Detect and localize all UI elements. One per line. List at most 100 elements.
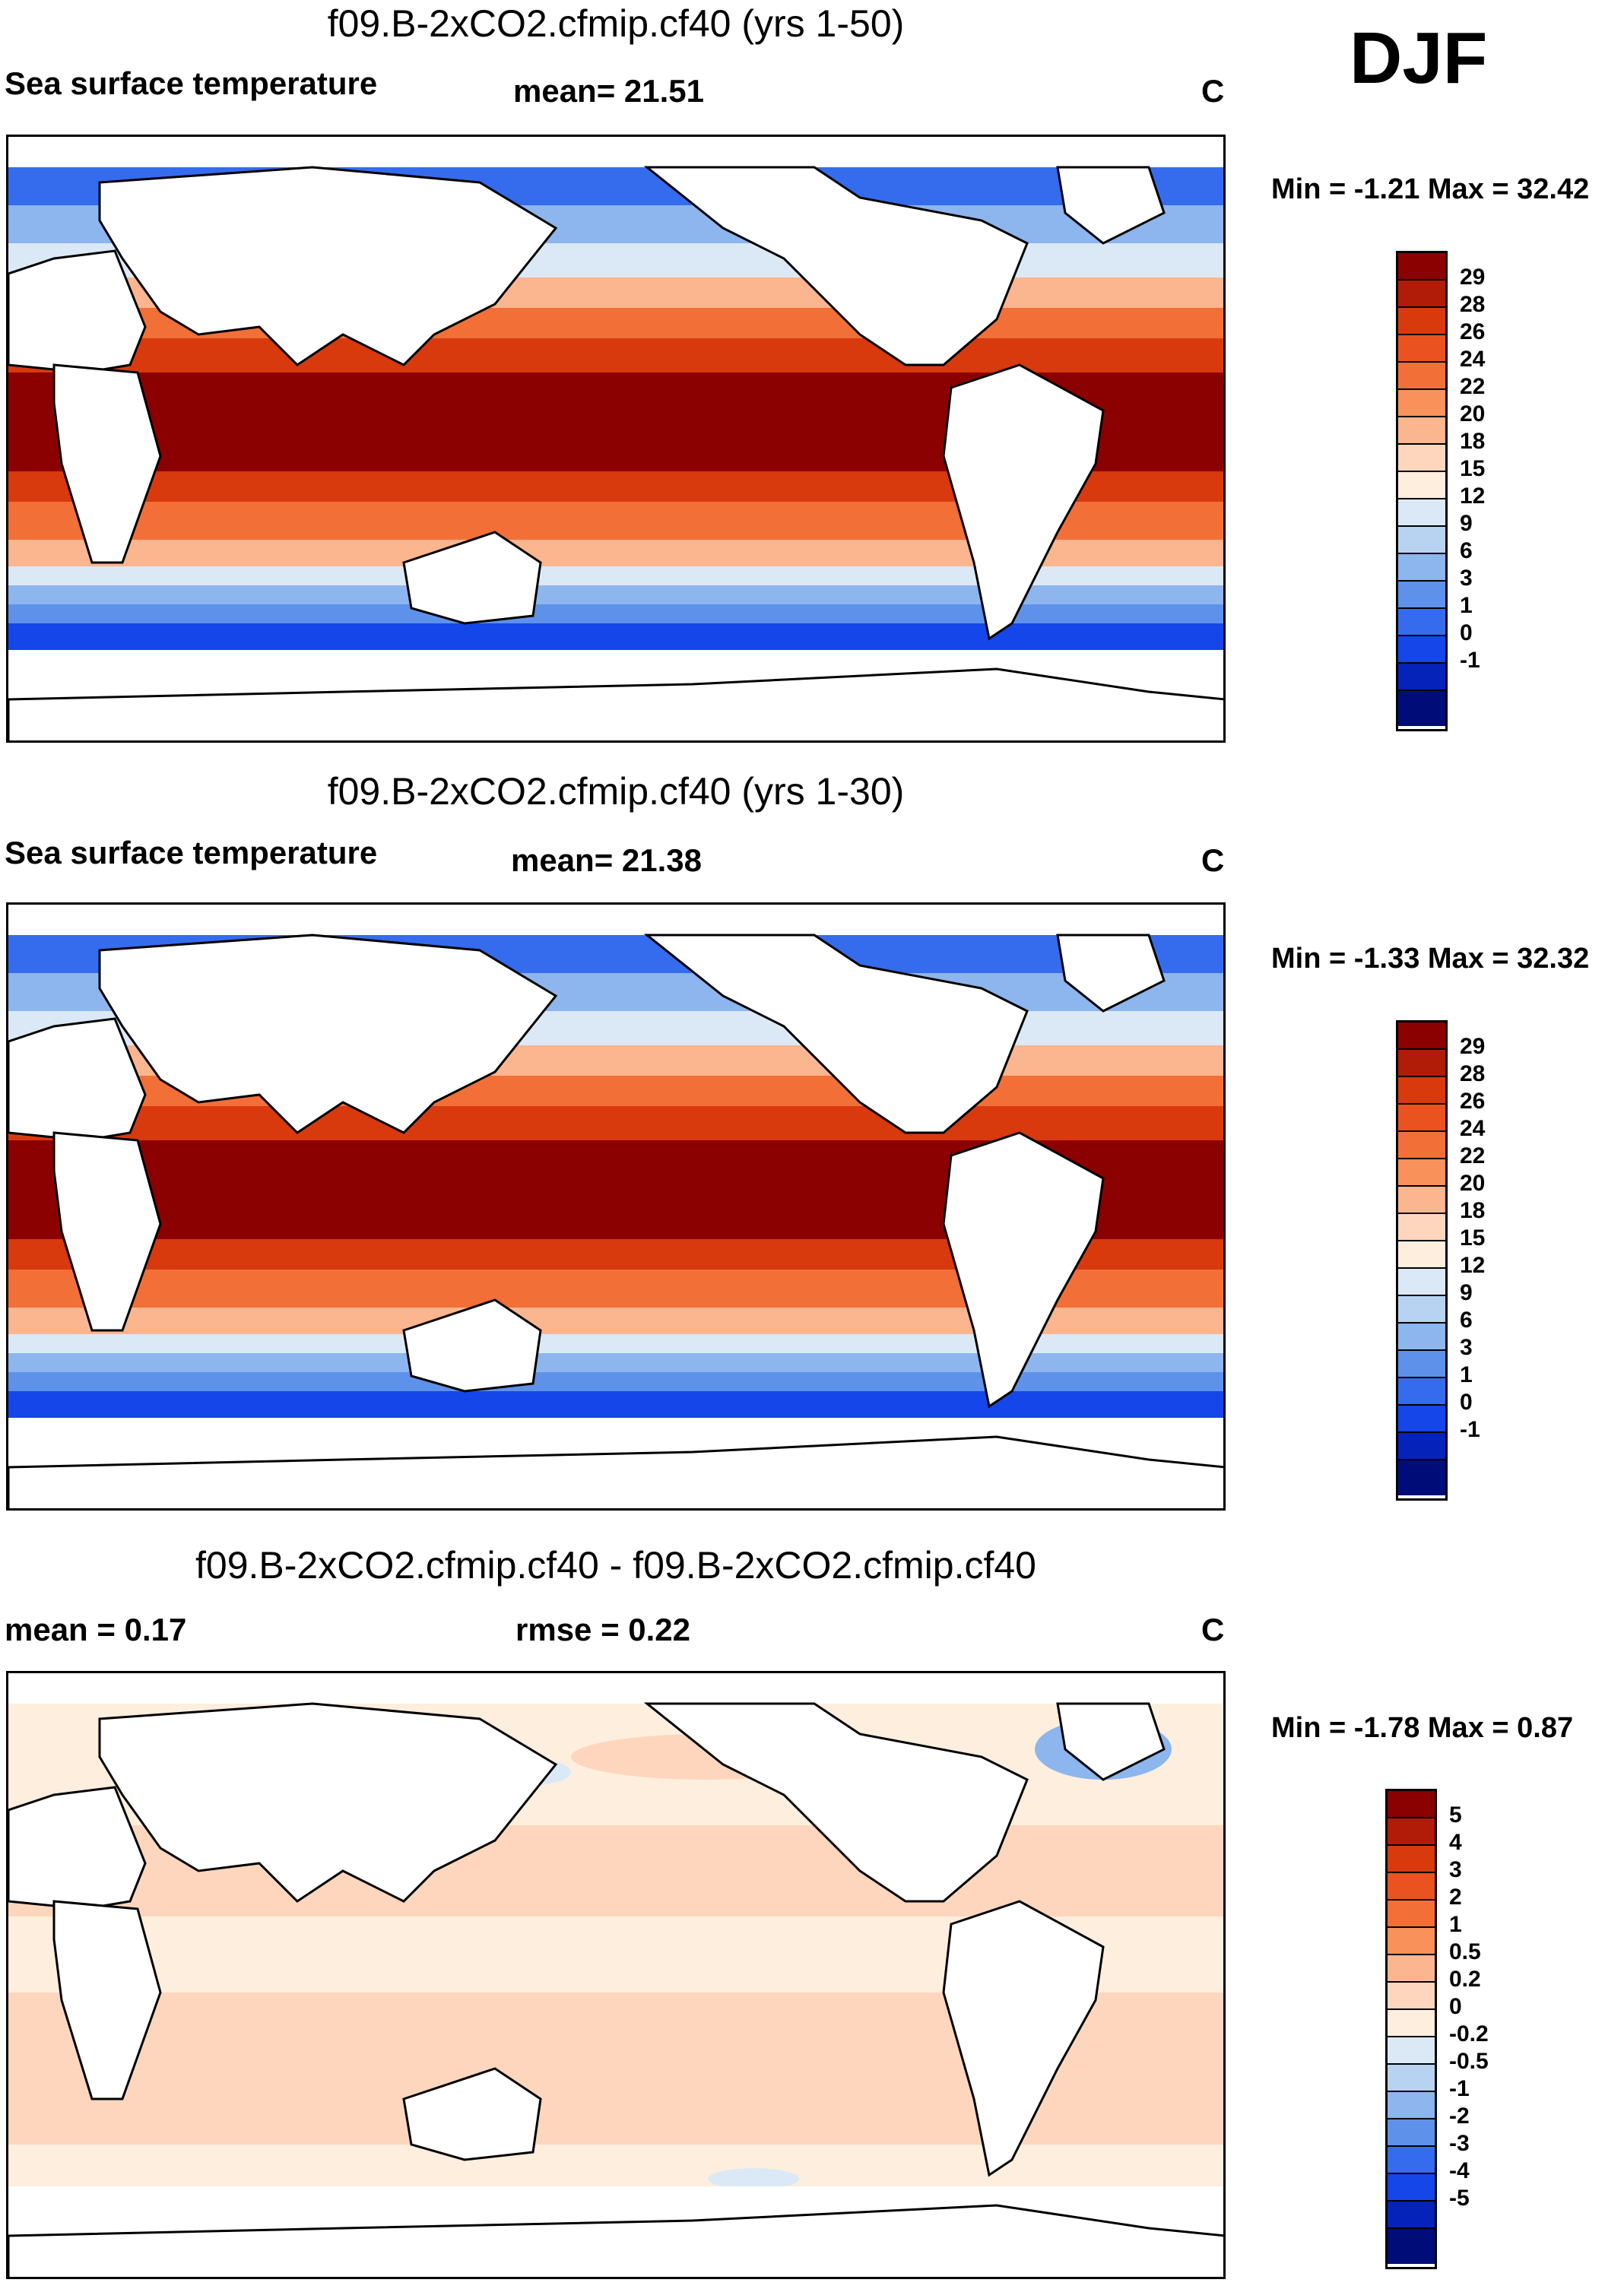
panel-middle-colorbar-segment [1398, 1050, 1445, 1077]
colorbar-tick-label: 6 [1460, 1308, 1473, 1333]
colorbar-tick-label: -5 [1449, 2186, 1470, 2211]
panel-top-colorbar-segment [1398, 363, 1445, 390]
panel-middle-colorbar-segment [1398, 1187, 1445, 1214]
panel-bottom-coastlines [8, 1702, 1223, 2277]
colorbar-tick-label: 4 [1449, 1830, 1462, 1855]
colorbar-tick-label: 29 [1460, 1034, 1486, 1059]
panel-bottom-colorbar-segment [1388, 1955, 1435, 1983]
colorbar-tick-label: 18 [1460, 429, 1486, 454]
panel-top-colorbar-segment [1398, 308, 1445, 335]
panel-top-title: f09.B-2xCO2.cfmip.cf40 (yrs 1-50) [327, 2, 905, 45]
colorbar-tick-label: -4 [1449, 2158, 1470, 2183]
panel-bottom-colorbar-segment [1388, 2037, 1435, 2065]
panel-bottom-colorbar-segment [1388, 1901, 1435, 1928]
panel-top-coastlines [8, 166, 1223, 740]
panel-middle-colorbar-segment [1398, 1351, 1445, 1378]
colorbar-tick-label: 6 [1460, 538, 1473, 563]
colorbar-tick-label: 1 [1460, 593, 1473, 618]
panel-top-colorbar-segment [1398, 390, 1445, 417]
colorbar-tick-label: 3 [1460, 1335, 1473, 1360]
panel-bottom-colorbar-segment [1388, 1791, 1435, 1818]
colorbar-tick-label: 15 [1460, 1225, 1486, 1251]
colorbar-tick-label: 20 [1460, 1171, 1486, 1196]
panel-bottom-units-label: C [1201, 1612, 1225, 1647]
panel-top-colorbar-segment [1398, 554, 1445, 582]
panel-top-mean-label: mean= 21.51 [513, 73, 705, 109]
panel-bottom-colorbar-segment [1388, 2229, 1435, 2264]
panel-bottom-map [6, 1671, 1226, 2279]
colorbar-tick-label: 0.5 [1449, 1939, 1481, 1964]
panel-bottom-colorbar-segment [1388, 2065, 1435, 2092]
panel-middle-colorbar-segment [1398, 1324, 1445, 1351]
panel-middle-colorbar-segment [1398, 1105, 1445, 1132]
panel-middle-map [6, 902, 1226, 1511]
colorbar-tick-label: 0 [1449, 1994, 1462, 2019]
colorbar-tick-label: 26 [1460, 1089, 1486, 1114]
colorbar-tick-label: -1 [1449, 2076, 1470, 2101]
colorbar-tick-label: -3 [1449, 2131, 1470, 2156]
panel-bottom-mean-label: mean = 0.17 [5, 1612, 187, 1647]
colorbar-tick-label: 28 [1460, 1061, 1486, 1086]
colorbar-tick-label: 3 [1460, 566, 1473, 591]
colorbar-tick-label: 12 [1460, 483, 1486, 509]
panel-middle-coastlines [8, 934, 1223, 1508]
panel-bottom-colorbar [1385, 1789, 1437, 2269]
panel-middle-map-svg [8, 905, 1223, 1508]
panel-bottom-min-max: Min = -1.78 Max = 0.87 [1271, 1712, 1574, 1744]
panel-bottom-colorbar-segment [1388, 2010, 1435, 2037]
panel-bottom-colorbar-segment [1388, 1928, 1435, 1955]
colorbar-tick-label: 3 [1449, 1857, 1462, 1882]
colorbar-tick-label: -0.2 [1449, 2021, 1489, 2046]
panel-bottom-rmse-label: rmse = 0.22 [515, 1612, 691, 1647]
colorbar-tick-label: -0.5 [1449, 2049, 1489, 2074]
panel-top-colorbar-segment [1398, 691, 1445, 726]
colorbar-tick-label: 0 [1460, 620, 1473, 645]
panel-middle-units-label: C [1201, 842, 1225, 878]
panel-top-colorbar-segment [1398, 527, 1445, 554]
panel-middle-colorbar-segment [1398, 1378, 1445, 1406]
panel-top-colorbar-segment [1398, 664, 1445, 691]
panel-middle-colorbar [1396, 1020, 1448, 1501]
panel-middle-colorbar-segment [1398, 1022, 1445, 1050]
panel-bottom-title: f09.B-2xCO2.cfmip.cf40 - f09.B-2xCO2.cfm… [195, 1544, 1036, 1587]
colorbar-tick-label: -1 [1460, 648, 1480, 673]
panel-top-colorbar-segment [1398, 281, 1445, 308]
panel-top-units-label: C [1201, 73, 1225, 109]
colorbar-tick-label: 24 [1460, 1116, 1486, 1141]
colorbar-tick-label: 26 [1460, 319, 1486, 344]
panel-top-colorbar [1396, 251, 1448, 731]
colorbar-tick-label: 12 [1460, 1253, 1486, 1278]
colorbar-tick-label: 1 [1460, 1362, 1473, 1387]
panel-middle-colorbar-segment [1398, 1460, 1445, 1495]
colorbar-tick-label: 9 [1460, 1280, 1473, 1305]
panel-top-map-svg [8, 137, 1223, 740]
panel-middle-colorbar-segment [1398, 1214, 1445, 1241]
colorbar-tick-label: 1 [1449, 1912, 1462, 1937]
colorbar-tick-label: 22 [1460, 1143, 1486, 1168]
season-label: DJF [1350, 17, 1488, 99]
panel-bottom-colorbar-segment [1388, 1873, 1435, 1901]
colorbar-tick-label: 20 [1460, 401, 1486, 426]
panel-top-colorbar-segment [1398, 609, 1445, 636]
colorbar-tick-label: -1 [1460, 1417, 1480, 1442]
panel-middle-mean-label: mean= 21.38 [511, 842, 703, 878]
panel-top-min-max: Min = -1.21 Max = 32.42 [1271, 173, 1590, 205]
panel-bottom-colorbar-segment [1388, 2119, 1435, 2147]
panel-bottom-colorbar-segment [1388, 2202, 1435, 2229]
panel-bottom-colorbar-segment [1388, 2092, 1435, 2119]
panel-top-colorbar-segment [1398, 445, 1445, 472]
panel-top-colorbar-segment [1398, 499, 1445, 527]
colorbar-tick-label: 18 [1460, 1198, 1486, 1223]
colorbar-tick-label: 22 [1460, 374, 1486, 399]
panel-top-map [6, 135, 1226, 743]
panel-middle-colorbar-segment [1398, 1241, 1445, 1269]
colorbar-tick-label: 0.2 [1449, 1967, 1481, 1992]
colorbar-tick-label: 28 [1460, 292, 1486, 317]
panel-middle-colorbar-segment [1398, 1406, 1445, 1433]
colorbar-tick-label: 2 [1449, 1885, 1462, 1910]
panel-middle-colorbar-segment [1398, 1296, 1445, 1324]
panel-bottom-colorbar-segment [1388, 1818, 1435, 1846]
panel-bottom-colorbar-segment [1388, 2174, 1435, 2202]
panel-top-colorbar-segment [1398, 582, 1445, 609]
colorbar-tick-label: 29 [1460, 265, 1486, 290]
